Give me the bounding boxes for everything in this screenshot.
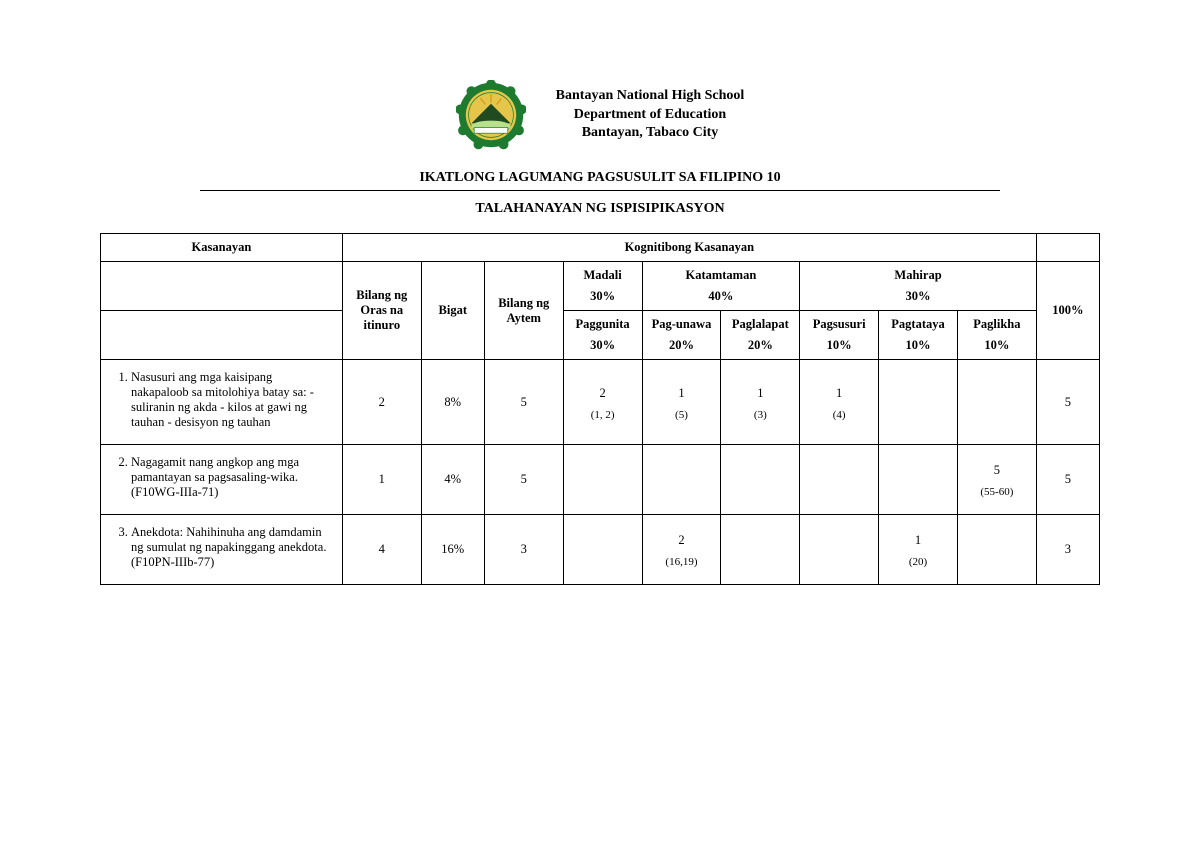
- understand-cell: 2 (16,19): [642, 515, 721, 585]
- col-evaluate: Pagtataya 10%: [879, 311, 958, 360]
- title-underline: [200, 190, 1000, 191]
- letterhead: Bantayan National High School Department…: [100, 80, 1100, 150]
- table-row: Anekdota: Nahihinuha ang damdamin ng sum…: [101, 515, 1100, 585]
- col-weight: Bigat: [421, 262, 484, 360]
- col-total-blank-top: [1036, 234, 1099, 262]
- create-val: 5: [964, 463, 1030, 478]
- apply-sub: (3): [727, 409, 793, 421]
- hard-label: Mahirap: [806, 268, 1030, 283]
- competency-text: Anekdota: Nahihinuha ang damdamin ng sum…: [131, 525, 334, 570]
- analyze-cell: [800, 515, 879, 585]
- apply-cell: 1 (3): [721, 360, 800, 445]
- remember-cell: [563, 515, 642, 585]
- total-cell: 5: [1036, 445, 1099, 515]
- col-hours: Bilang ng Oras na itinuro: [342, 262, 421, 360]
- easy-pct: 30%: [570, 289, 636, 304]
- col-total-pct: 100%: [1036, 262, 1099, 360]
- understand-cell: 1 (5): [642, 360, 721, 445]
- location: Bantayan, Tabaco City: [556, 124, 745, 143]
- hours-cell: 4: [342, 515, 421, 585]
- apply-cell: [721, 445, 800, 515]
- hours-cell: 2: [342, 360, 421, 445]
- col-apply: Paglalapat 20%: [721, 311, 800, 360]
- col-items: Bilang ng Aytem: [484, 262, 563, 360]
- analyze-cell: [800, 445, 879, 515]
- create-cell: [957, 360, 1036, 445]
- create-cell: 5 (55-60): [957, 445, 1036, 515]
- understand-cell: [642, 445, 721, 515]
- evaluate-sub: (20): [885, 556, 951, 568]
- weight-cell: 8%: [421, 360, 484, 445]
- remember-label: Paggunita: [570, 317, 636, 332]
- understand-sub: (5): [649, 409, 715, 421]
- total-cell: 5: [1036, 360, 1099, 445]
- remember-pct: 30%: [570, 338, 636, 353]
- document-subtitle: TALAHANAYAN NG ISPISIPIKASYON: [100, 201, 1100, 217]
- apply-pct: 20%: [727, 338, 793, 353]
- analyze-sub: (4): [806, 409, 872, 421]
- create-sub: (55-60): [964, 486, 1030, 498]
- evaluate-pct: 10%: [885, 338, 951, 353]
- hours-cell: 1: [342, 445, 421, 515]
- understand-pct: 20%: [649, 338, 715, 353]
- understand-val: 2: [649, 533, 715, 548]
- remember-val: 2: [570, 386, 636, 401]
- evaluate-cell: [879, 360, 958, 445]
- school-name: Bantayan National High School: [556, 87, 745, 106]
- school-logo-icon: [456, 80, 526, 150]
- items-cell: 5: [484, 360, 563, 445]
- col-medium: Katamtaman 40%: [642, 262, 800, 311]
- medium-pct: 40%: [649, 289, 794, 304]
- items-cell: 3: [484, 515, 563, 585]
- table-row: Nagagamit nang angkop ang mga pamantayan…: [101, 445, 1100, 515]
- apply-cell: [721, 515, 800, 585]
- understand-val: 1: [649, 386, 715, 401]
- document-title: IKATLONG LAGUMANG PAGSUSULIT SA FILIPINO…: [100, 170, 1100, 186]
- hard-pct: 30%: [806, 289, 1030, 304]
- col-kognitibo: Kognitibong Kasanayan: [342, 234, 1036, 262]
- medium-label: Katamtaman: [649, 268, 794, 283]
- col-hard: Mahirap 30%: [800, 262, 1037, 311]
- evaluate-label: Pagtataya: [885, 317, 951, 332]
- weight-cell: 4%: [421, 445, 484, 515]
- analyze-pct: 10%: [806, 338, 872, 353]
- understand-sub: (16,19): [649, 556, 715, 568]
- items-cell: 5: [484, 445, 563, 515]
- create-cell: [957, 515, 1036, 585]
- remember-cell: [563, 445, 642, 515]
- understand-label: Pag-unawa: [649, 317, 715, 332]
- analyze-label: Pagsusuri: [806, 317, 872, 332]
- remember-cell: 2 (1, 2): [563, 360, 642, 445]
- evaluate-cell: 1 (20): [879, 515, 958, 585]
- create-label: Paglikha: [964, 317, 1030, 332]
- analyze-val: 1: [806, 386, 872, 401]
- col-kasanayan-blank: [101, 262, 343, 311]
- create-pct: 10%: [964, 338, 1030, 353]
- col-create: Paglikha 10%: [957, 311, 1036, 360]
- competency-text: Nagagamit nang angkop ang mga pamantayan…: [131, 455, 334, 500]
- col-analyze: Pagsusuri 10%: [800, 311, 879, 360]
- specification-table: Kasanayan Kognitibong Kasanayan Bilang n…: [100, 233, 1100, 585]
- evaluate-cell: [879, 445, 958, 515]
- department: Department of Education: [556, 106, 745, 125]
- col-understand: Pag-unawa 20%: [642, 311, 721, 360]
- competency-text: Nasusuri ang mga kaisipang nakapaloob sa…: [131, 370, 334, 430]
- apply-label: Paglalapat: [727, 317, 793, 332]
- col-kasanayan: Kasanayan: [101, 234, 343, 262]
- col-kasanayan-blank2: [101, 311, 343, 360]
- col-remember: Paggunita 30%: [563, 311, 642, 360]
- col-easy: Madali 30%: [563, 262, 642, 311]
- total-cell: 3: [1036, 515, 1099, 585]
- analyze-cell: 1 (4): [800, 360, 879, 445]
- remember-sub: (1, 2): [570, 409, 636, 421]
- table-row: Nasusuri ang mga kaisipang nakapaloob sa…: [101, 360, 1100, 445]
- easy-label: Madali: [570, 268, 636, 283]
- evaluate-val: 1: [885, 533, 951, 548]
- weight-cell: 16%: [421, 515, 484, 585]
- apply-val: 1: [727, 386, 793, 401]
